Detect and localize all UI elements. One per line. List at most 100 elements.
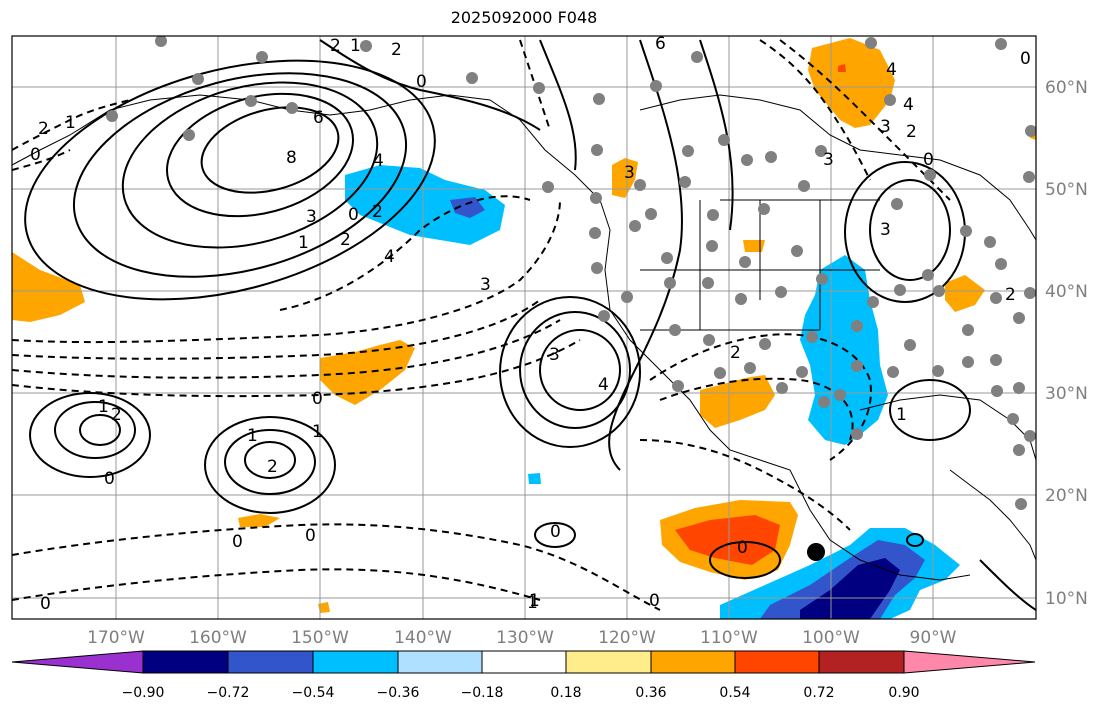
contour-label: 0 xyxy=(104,469,115,489)
contour-label: 2 xyxy=(111,405,122,425)
orange-region-colorado xyxy=(743,240,765,252)
contour-label: 4 xyxy=(598,375,609,395)
contour-label: 3 xyxy=(549,345,560,365)
contour-label: 4 xyxy=(886,60,897,80)
colorbar-swatch xyxy=(398,651,482,673)
red-dot-hudson-bay xyxy=(838,64,846,72)
lat-lon-grid xyxy=(12,36,1036,619)
colorbar-tick-label: −0.90 xyxy=(122,685,165,701)
colorbar-swatch xyxy=(143,651,228,673)
lon-label-110w: 110°W xyxy=(700,628,758,648)
colorbar-tick-label: 0.90 xyxy=(888,685,919,701)
contour-label: 8 xyxy=(286,148,297,168)
contour-label: 4 xyxy=(384,247,395,267)
lon-label-170w: 170°W xyxy=(87,628,145,648)
orange-region-mexico xyxy=(700,375,775,428)
lat-label-20n: 20°N xyxy=(1045,486,1088,506)
colorbar-swatch xyxy=(735,651,819,673)
contour-label: 2 xyxy=(372,202,383,222)
contour-label: 0 xyxy=(1020,49,1031,69)
colorbar-tick-label: 0.54 xyxy=(719,685,750,701)
contour-label: 3 xyxy=(880,117,891,137)
map-title: 2025092000 F048 xyxy=(450,8,598,27)
contour-label: 0 xyxy=(232,532,243,552)
contour-label: 3 xyxy=(480,275,491,295)
contour-label: 4 xyxy=(903,95,914,115)
colorbar-tick-label: 0.36 xyxy=(635,685,666,701)
red-region-east-pacific xyxy=(675,515,780,565)
contour-label: 1 xyxy=(98,397,109,417)
latitude-labels: 60°N 50°N 40°N 30°N 20°N 10°N xyxy=(1045,78,1088,609)
colorbar-swatch-under xyxy=(12,651,143,673)
dashed-contours xyxy=(12,39,951,611)
lon-label-90w: 90°W xyxy=(910,628,957,648)
lon-label-160w: 160°W xyxy=(189,628,247,648)
lat-label-50n: 50°N xyxy=(1045,180,1088,200)
contour-label: 1 xyxy=(527,593,538,613)
contour-label: 2 xyxy=(906,122,917,142)
contour-label: 1 xyxy=(350,36,361,56)
contour-label: 3 xyxy=(880,220,891,240)
contour-label: 2 xyxy=(730,343,741,363)
lat-label-10n: 10°N xyxy=(1045,589,1088,609)
lon-label-130w: 130°W xyxy=(496,628,554,648)
contour-label: 1 xyxy=(896,405,907,425)
contour-label: 0 xyxy=(312,389,323,409)
lon-label-120w: 120°W xyxy=(598,628,656,648)
contour-label: 1 xyxy=(312,422,323,442)
colorbar-swatch xyxy=(228,651,313,673)
orange-region-hudson-bay xyxy=(808,38,895,128)
lon-label-100w: 100°W xyxy=(802,628,860,648)
orange-region-small-west xyxy=(238,514,280,527)
lat-label-60n: 60°N xyxy=(1045,78,1088,98)
orange-region-great-lakes xyxy=(945,275,985,312)
blue-region-tiny xyxy=(528,473,541,484)
contour-label: 3 xyxy=(624,163,635,183)
lon-label-150w: 150°W xyxy=(291,628,349,648)
lat-label-40n: 40°N xyxy=(1045,282,1088,302)
solid-contours xyxy=(24,39,1036,611)
contour-label: 2 xyxy=(1005,285,1016,305)
contour-label: 0 xyxy=(550,522,561,542)
contour-label: 3 xyxy=(306,207,317,227)
colorbar-swatch xyxy=(313,651,398,673)
navy-region-central-america xyxy=(800,558,900,619)
contour-label: 0 xyxy=(305,526,316,546)
orange-region-bc xyxy=(612,158,638,198)
contour-label: 1 xyxy=(529,591,540,611)
colorbar-tick-label: −0.18 xyxy=(461,685,504,701)
plot-frame xyxy=(11,35,1037,620)
contour-label: 6 xyxy=(655,34,666,54)
colorbar: −0.90 −0.72 −0.54 −0.36 −0.18 0.18 0.36 … xyxy=(11,650,1036,701)
blue-region-gulf-alaska-core xyxy=(450,197,485,218)
contour-label: 1 xyxy=(247,426,258,446)
storm-center-marker xyxy=(807,543,825,561)
contour-label: 0 xyxy=(348,205,359,225)
colorbar-tick-label: 0.18 xyxy=(550,685,581,701)
colorbar-swatch xyxy=(651,651,735,673)
colorbar-swatch xyxy=(566,651,651,673)
contour-label: 0 xyxy=(416,72,427,92)
colorbar-swatch xyxy=(482,651,566,673)
orange-region-central-pacific xyxy=(320,340,415,405)
colorbar-tick-label: −0.36 xyxy=(377,685,420,701)
station-markers xyxy=(106,36,1036,510)
colorbar-tick-label: 0.72 xyxy=(803,685,834,701)
contour-label: 2 xyxy=(391,40,402,60)
contour-label: 0 xyxy=(40,594,51,614)
contour-label: 3 xyxy=(823,150,834,170)
contour-label: 0 xyxy=(649,591,660,611)
lat-label-30n: 30°N xyxy=(1045,384,1088,404)
contour-label: 0 xyxy=(30,145,41,165)
contour-label: 4 xyxy=(373,151,384,171)
contour-label: 0 xyxy=(923,150,934,170)
colorbar-swatch-over xyxy=(904,651,1035,673)
contour-label: 2 xyxy=(267,457,278,477)
orange-region-west-pacific xyxy=(12,252,85,322)
contour-label: 6 xyxy=(313,108,324,128)
contour-label: 0 xyxy=(737,538,748,558)
longitude-labels: 170°W 160°W 150°W 140°W 130°W 120°W 110°… xyxy=(87,628,957,648)
lon-label-140w: 140°W xyxy=(394,628,452,648)
orange-region-tiny xyxy=(318,602,330,613)
